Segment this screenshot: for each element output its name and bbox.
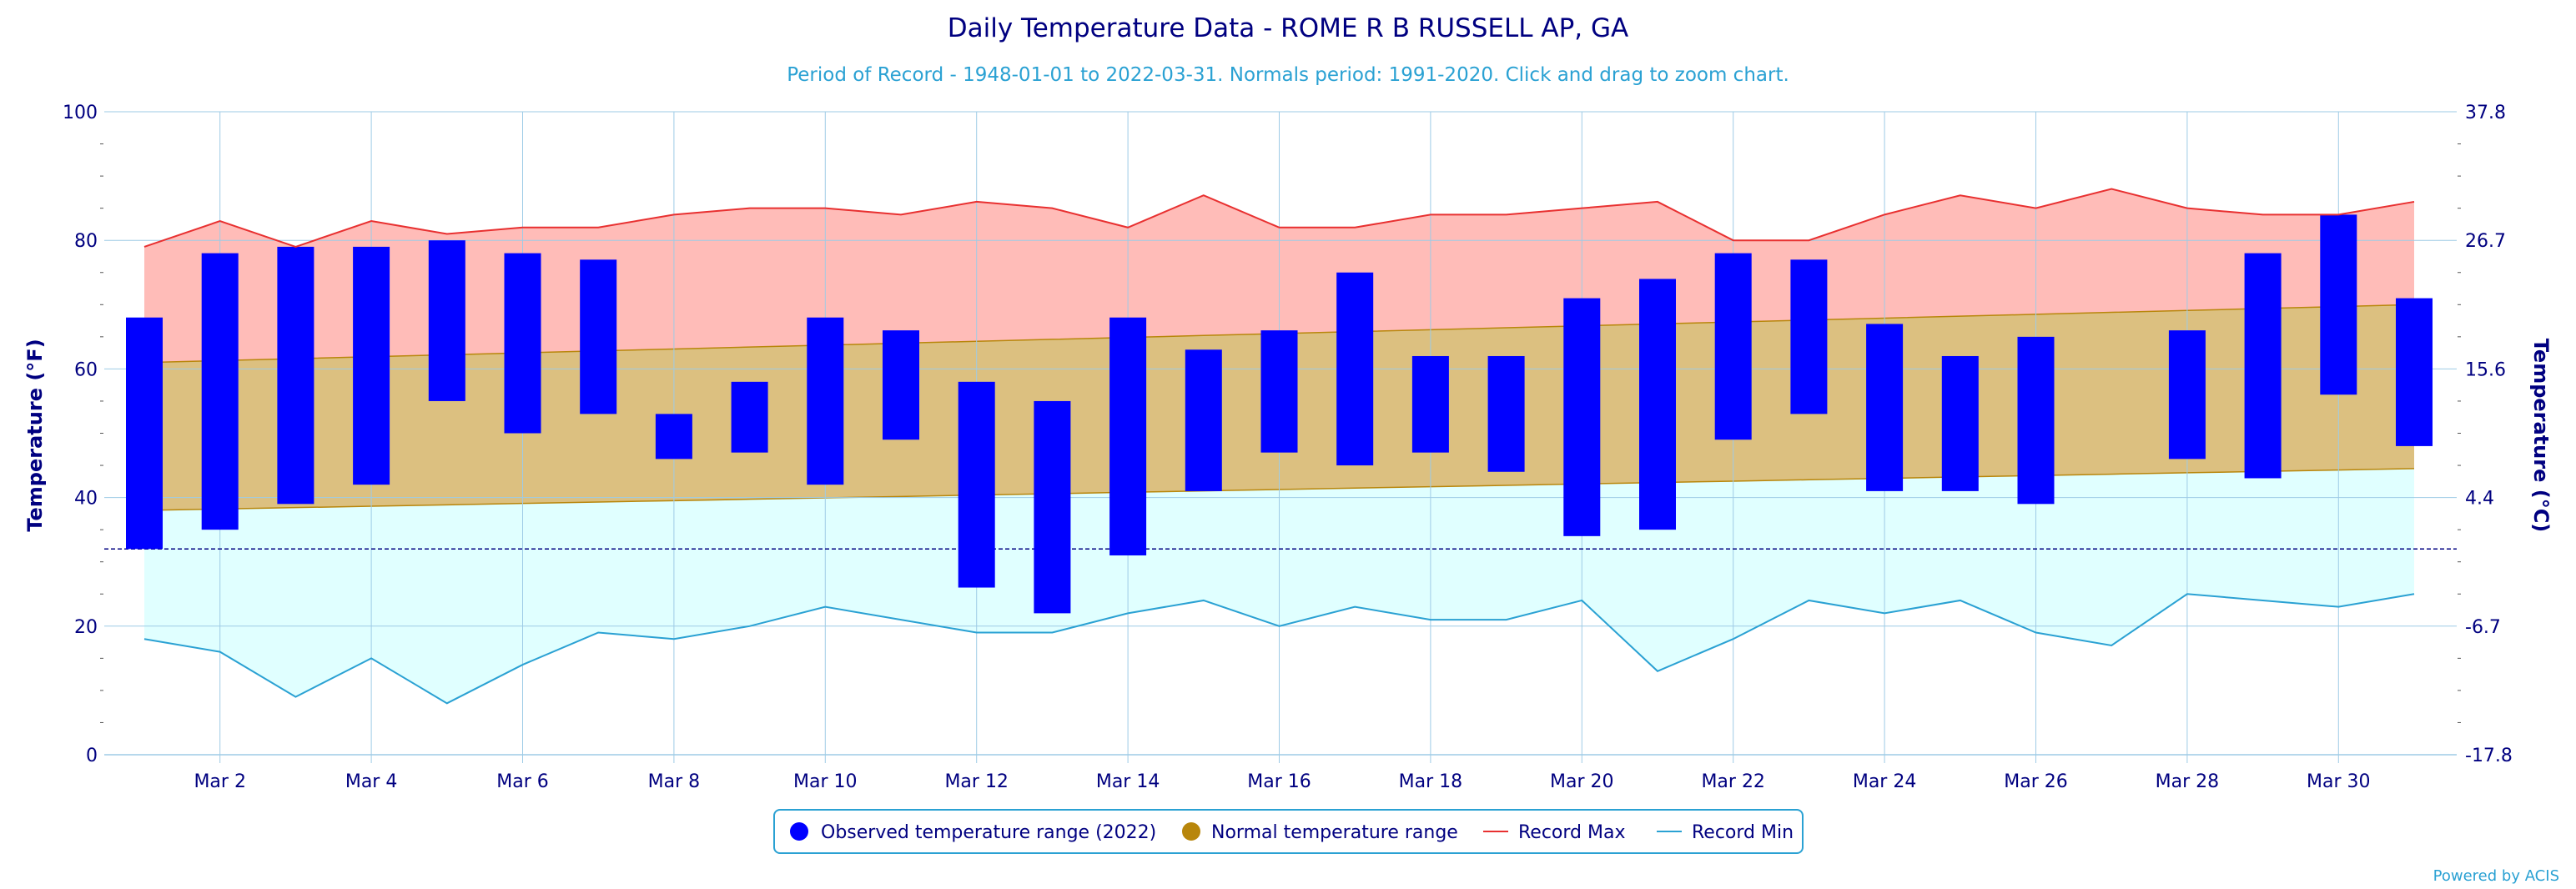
x-tick-label: Mar 12 [944, 771, 1009, 792]
legend-record-min-label[interactable]: Record Min [1692, 822, 1794, 843]
y-tick-label-left: 40 [74, 489, 98, 510]
x-tick-label: Mar 18 [1399, 771, 1463, 792]
x-tick-label: Mar 4 [345, 771, 398, 792]
y-tick-label-right: -17.8 [2465, 746, 2513, 766]
y-tick-label-right: -6.7 [2465, 617, 2501, 638]
record-max-line [143, 188, 2415, 248]
observed-bar[interactable] [731, 381, 768, 453]
observed-bar[interactable] [1941, 355, 1979, 491]
credits[interactable]: Powered by ACIS [2433, 867, 2559, 885]
record-lines [143, 188, 2415, 705]
x-tick-label: Mar 20 [1550, 771, 1614, 792]
observed-bar[interactable] [126, 317, 163, 550]
y-tick-label-left: 20 [74, 617, 98, 638]
observed-bar[interactable] [1109, 317, 1147, 555]
legend-normal-marker [1182, 822, 1200, 841]
record-min-line [143, 593, 2415, 705]
x-tick-label: Mar 24 [1853, 771, 1917, 792]
observed-bar[interactable] [2017, 336, 2055, 505]
observed-bar[interactable] [1336, 272, 1374, 466]
y-tick-label-right: 37.8 [2465, 103, 2506, 123]
y-tick-label-left: 100 [63, 103, 98, 123]
observed-bar[interactable] [428, 240, 465, 401]
observed-bar[interactable] [958, 381, 995, 588]
y-axis-title-right: Temperature (°C) [2529, 339, 2553, 533]
observed-bar[interactable] [277, 246, 314, 505]
observed-bar[interactable] [2396, 298, 2433, 446]
observed-bar[interactable] [353, 246, 390, 485]
observed-bar[interactable] [2168, 330, 2206, 460]
legend-record-max-label[interactable]: Record Max [1518, 822, 1626, 843]
axes: 0 -17.8 20 -6.7 40 4.4 60 15.6 80 26.7 100 37.8 Mar … [63, 103, 2513, 792]
observed-bar[interactable] [655, 414, 692, 460]
y-tick-label-left: 80 [74, 231, 98, 252]
observed-bar[interactable] [883, 330, 919, 440]
x-tick-label: Mar 10 [793, 771, 858, 792]
observed-bar[interactable] [1487, 355, 1525, 472]
observed-bar[interactable] [2244, 253, 2282, 479]
observed-bar[interactable] [1260, 330, 1298, 453]
y-tick-label-left: 60 [74, 359, 98, 380]
observed-bar[interactable] [1411, 355, 1449, 453]
x-tick-label: Mar 28 [2156, 771, 2220, 792]
x-tick-label: Mar 30 [2307, 771, 2371, 792]
y-tick-label-right: 26.7 [2465, 231, 2506, 252]
legend: Observed temperature range (2022) Normal… [773, 809, 1804, 854]
x-tick-label: Mar 22 [1701, 771, 1765, 792]
observed-bar[interactable] [807, 317, 844, 485]
x-tick-label: Mar 16 [1247, 771, 1311, 792]
y-tick-label-right: 15.6 [2465, 359, 2506, 380]
observed-bar[interactable] [1034, 400, 1071, 614]
observed-bar[interactable] [1790, 259, 1828, 414]
x-tick-label: Mar 6 [496, 771, 549, 792]
observed-bars[interactable] [126, 214, 2433, 614]
observed-bar[interactable] [1866, 324, 1904, 491]
legend-observed-marker [790, 822, 808, 841]
chart-subtitle: Period of Record - 1948-01-01 to 2022-03… [787, 64, 1789, 86]
observed-bar[interactable] [2320, 214, 2357, 395]
x-tick-label: Mar 2 [194, 771, 246, 792]
legend-normal-label[interactable]: Normal temperature range [1211, 822, 1458, 843]
legend-box [773, 809, 1804, 854]
observed-bar[interactable] [504, 253, 541, 434]
chart-title: Daily Temperature Data - ROME R B RUSSEL… [948, 13, 1628, 43]
observed-bar[interactable] [201, 253, 239, 530]
x-tick-label: Mar 8 [648, 771, 701, 792]
x-tick-label: Mar 14 [1096, 771, 1160, 792]
observed-bar[interactable] [580, 259, 617, 414]
y-tick-label-right: 4.4 [2465, 489, 2494, 510]
y-tick-label-left: 0 [86, 746, 98, 766]
legend-observed-label[interactable]: Observed temperature range (2022) [821, 822, 1156, 843]
observed-bar[interactable] [1185, 349, 1222, 491]
observed-bar[interactable] [1639, 279, 1676, 530]
observed-bar[interactable] [1714, 253, 1752, 440]
y-axis-title-left: Temperature (°F) [23, 339, 47, 531]
observed-bar[interactable] [1563, 298, 1601, 536]
x-tick-label: Mar 26 [2004, 771, 2068, 792]
